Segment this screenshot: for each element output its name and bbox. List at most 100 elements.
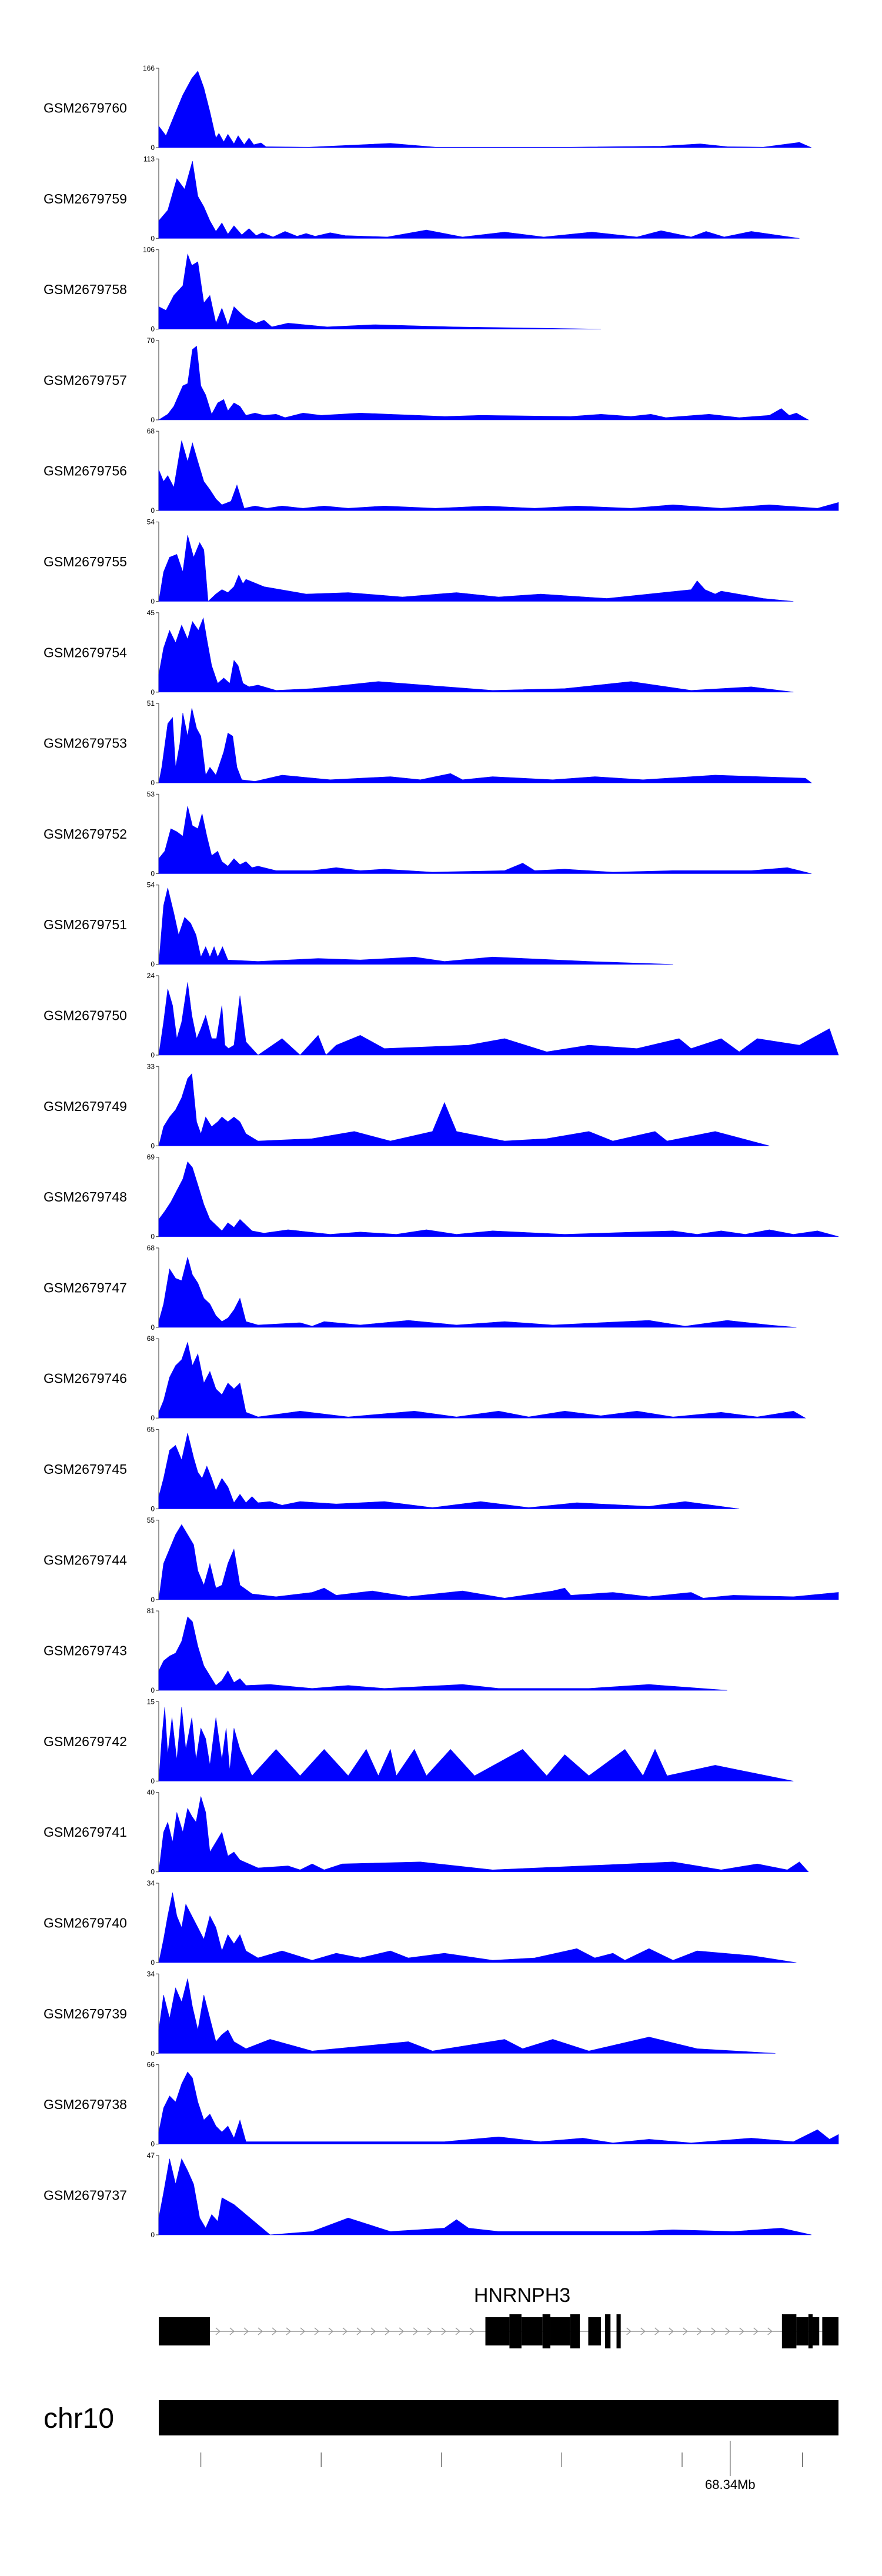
- gene-model: HNRNPH3: [159, 2284, 838, 2348]
- y-max-label: 70: [147, 336, 155, 345]
- track-label: GSM2679750: [44, 1008, 127, 1023]
- track-GSM2679754: GSM2679754 45 0: [44, 609, 794, 696]
- track-GSM2679744: GSM2679744 55 0: [44, 1516, 839, 1604]
- coverage-area: [158, 806, 812, 874]
- strand-chevron: [370, 2327, 376, 2335]
- strand-chevron: [243, 2327, 249, 2335]
- coverage-area: [158, 708, 812, 783]
- coverage-area: [158, 1796, 809, 1872]
- strand-chevron: [626, 2327, 632, 2335]
- strand-chevron: [342, 2327, 348, 2335]
- y-max-label: 68: [147, 427, 155, 435]
- track-label: GSM2679740: [44, 1916, 127, 1931]
- track-GSM2679756: GSM2679756 68 0: [44, 427, 839, 515]
- strand-chevron: [229, 2327, 235, 2335]
- track-label: GSM2679759: [44, 191, 127, 206]
- strand-chevron: [469, 2327, 475, 2335]
- y-min-label: 0: [151, 1414, 155, 1422]
- coverage-area: [158, 1524, 839, 1600]
- strand-chevron: [725, 2327, 730, 2335]
- chromosome-bar-rect: [159, 2400, 838, 2435]
- y-min-label: 0: [151, 506, 155, 515]
- exon-cds: [542, 2314, 550, 2348]
- y-min-label: 0: [151, 1051, 155, 1059]
- coverage-area: [158, 161, 800, 239]
- track-GSM2679746: GSM2679746 68 0: [44, 1334, 806, 1422]
- coverage-area: [158, 982, 839, 1056]
- strand-chevron: [683, 2327, 688, 2335]
- track-label: GSM2679753: [44, 736, 127, 751]
- strand-chevron: [455, 2327, 461, 2335]
- y-min-label: 0: [151, 2140, 155, 2148]
- track-GSM2679745: GSM2679745 65 0: [44, 1426, 740, 1513]
- y-max-label: 166: [143, 64, 155, 72]
- track-GSM2679757: GSM2679757 70 0: [44, 336, 809, 424]
- y-min-label: 0: [151, 1596, 155, 1604]
- coverage-area: [158, 441, 839, 511]
- coverage-area: [158, 2158, 812, 2235]
- y-min-label: 0: [151, 1686, 155, 1694]
- track-GSM2679740: GSM2679740 34 0: [44, 1879, 797, 1967]
- coverage-area: [158, 1256, 797, 1328]
- strand-chevron: [413, 2327, 419, 2335]
- coverage-area: [158, 1073, 770, 1146]
- track-GSM2679747: GSM2679747 68 0: [44, 1244, 797, 1332]
- track-label: GSM2679760: [44, 101, 127, 116]
- y-min-label: 0: [151, 1323, 155, 1332]
- track-label: GSM2679755: [44, 554, 127, 569]
- track-GSM2679748: GSM2679748 69 0: [44, 1153, 839, 1241]
- track-label: GSM2679757: [44, 372, 127, 388]
- exon-utr: [521, 2317, 543, 2345]
- track-label: GSM2679751: [44, 917, 127, 932]
- strand-chevron: [258, 2327, 263, 2335]
- coverage-area: [158, 71, 812, 148]
- strand-chevron: [441, 2327, 447, 2335]
- strand-chevron: [385, 2327, 390, 2335]
- track-label: GSM2679756: [44, 463, 127, 479]
- track-GSM2679752: GSM2679752 53 0: [44, 790, 812, 877]
- track-label: GSM2679742: [44, 1734, 127, 1749]
- y-max-label: 68: [147, 1334, 155, 1343]
- strand-chevron: [356, 2327, 362, 2335]
- exon-utr: [796, 2317, 808, 2345]
- y-min-label: 0: [151, 234, 155, 242]
- coverage-area: [158, 1978, 776, 2054]
- y-max-label: 45: [147, 609, 155, 617]
- exon-utr: [822, 2317, 838, 2345]
- y-min-label: 0: [151, 688, 155, 696]
- coverage-area: [158, 617, 794, 693]
- strand-chevron: [767, 2327, 773, 2335]
- coverage-area: [158, 345, 809, 421]
- coverage-area: [158, 1433, 740, 1509]
- y-max-label: 54: [147, 518, 155, 526]
- strand-chevron: [427, 2327, 433, 2335]
- y-min-label: 0: [151, 1868, 155, 1876]
- y-max-label: 106: [143, 246, 155, 254]
- y-min-label: 0: [151, 960, 155, 969]
- y-min-label: 0: [151, 325, 155, 333]
- y-max-label: 34: [147, 1970, 155, 1978]
- track-GSM2679742: GSM2679742 15 0: [44, 1697, 794, 1785]
- strand-chevron: [654, 2327, 660, 2335]
- y-max-label: 24: [147, 972, 155, 980]
- strand-chevron: [711, 2327, 716, 2335]
- strand-chevron: [314, 2327, 320, 2335]
- y-min-label: 0: [151, 2049, 155, 2057]
- track-label: GSM2679743: [44, 1643, 127, 1659]
- track-label: GSM2679737: [44, 2187, 127, 2203]
- y-max-label: 55: [147, 1516, 155, 1524]
- strand-chevron: [328, 2327, 334, 2335]
- y-min-label: 0: [151, 416, 155, 424]
- exon-utr: [550, 2317, 570, 2345]
- coverage-area: [158, 1161, 839, 1237]
- y-min-label: 0: [151, 144, 155, 152]
- track-GSM2679760: GSM2679760 166 0: [44, 64, 812, 152]
- strand-chevron: [300, 2327, 306, 2335]
- track-label: GSM2679741: [44, 1824, 127, 1840]
- y-min-label: 0: [151, 1777, 155, 1785]
- y-min-label: 0: [151, 1142, 155, 1150]
- strand-chevron: [272, 2327, 278, 2335]
- chromosome-bar: chr10: [44, 2400, 838, 2435]
- track-GSM2679759: GSM2679759 113 0: [44, 155, 800, 242]
- chromosome-label: chr10: [44, 2403, 114, 2434]
